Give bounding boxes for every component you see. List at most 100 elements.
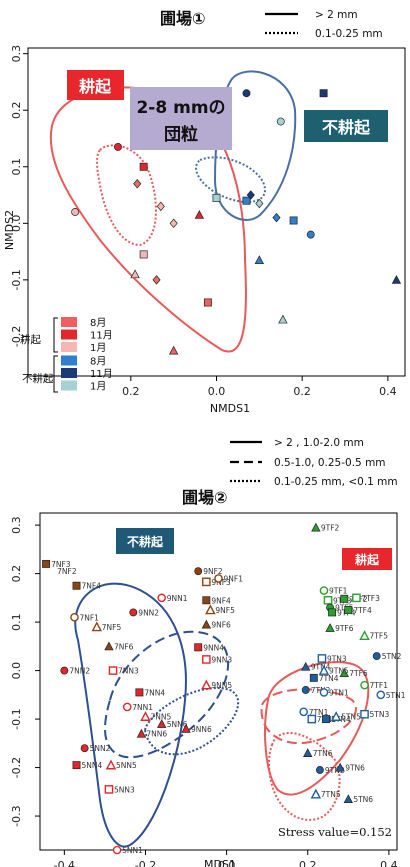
panel2-tillage-label-box [342,548,392,570]
panel2-tillage-dotted-hull [268,732,341,821]
panel1-x-ticks: 0.2 0.0 0.2 0.4 [122,376,397,398]
data-point [330,711,342,721]
data-point [343,794,354,804]
panel-1: 圃場① > 2 mm 0.1-0.25 mm 0.3 0.2 0.1 0.0 -0.1 -… [3,9,406,415]
data-point [139,250,148,259]
panel2-x-ticks: -0.4 -0.2 0.0 0.2 0.4 [54,850,398,867]
point-label: 9NF4 [211,596,231,605]
point-label: 9TN6 [345,764,365,773]
y-tick-label: 0.3 [10,516,23,534]
data-point [112,845,122,855]
panel2-legend-solid-label: > 2 , 1.0-2.0 mm [274,437,364,449]
data-point [194,643,203,652]
point-label: 7NN4 [144,688,165,697]
data-point [339,668,349,677]
legend-swatch [61,368,77,378]
point-label: 9TN5 [329,667,349,676]
data-point [212,193,221,202]
panel2-frame [39,512,398,851]
data-point [303,748,313,757]
panel1-x-axis-label: NMDS1 [210,402,250,415]
data-point [360,680,369,690]
panel1-aggregate-label-box [130,87,232,150]
panel1-notill-label: 不耕起 [322,118,371,137]
point-label: 9TF6 [335,624,354,633]
legend-swatch [61,380,77,391]
legend-swatch [61,342,77,352]
panel2-notill-hull [74,582,187,848]
x-tick-label: 0.0 [208,385,226,398]
data-point [372,652,381,660]
data-point [168,345,179,355]
data-point [319,688,329,697]
data-point [202,577,211,587]
legend-swatch [61,355,77,366]
panel2-notill-label-box [116,528,174,554]
panel-2: > 2 , 1.0-2.0 mm 0.5-1.0, 0.25-0.5 mm 0.… [10,437,406,867]
point-label: 7NF5 [102,623,122,632]
y-tick-label: 0.1 [10,158,23,176]
data-point [42,559,51,568]
data-point [203,298,212,307]
panel2-notill-dashed-hull [104,630,229,759]
point-label: 7NN5 [150,713,171,722]
data-point [205,604,216,615]
data-point [72,581,81,590]
x-tick-label: -0.4 [54,859,75,867]
y-tick-label: 0.2 [10,101,23,119]
panel2-legend-dashed-label: 0.5-1.0, 0.25-0.5 mm [274,457,386,469]
panel1-y-axis-label: NMDS2 [3,210,16,250]
panel1-tillage-label-box [67,70,124,100]
data-point [91,621,103,632]
data-point [136,728,147,738]
legend-swatch [61,329,77,340]
data-point [319,89,328,98]
data-point [214,574,223,583]
point-label: 7NF1 [79,613,99,622]
point-label: 9TF2 [321,524,340,533]
data-point [139,162,148,171]
data-point [140,711,151,721]
point-label: 9NN5 [211,681,232,690]
data-point [60,666,69,675]
y-tick-label: -0.3 [10,805,23,826]
data-point [130,269,140,279]
point-label: 5TN5 [341,713,361,722]
data-point [104,641,114,651]
data-point [108,666,118,675]
point-label: 9NF1 [224,574,244,583]
point-label: 5NN6 [167,720,188,729]
point-label: 7NN6 [146,730,167,739]
panel2-notill-dotted-hull [143,687,240,756]
point-label: 7TN1 [309,708,329,717]
panel2-title: 圃場② [182,488,228,507]
data-point [322,715,330,724]
panel1-notill-label-box [304,110,388,142]
data-point [344,606,353,614]
point-label: 9TF1 [329,587,348,596]
data-point [340,594,349,603]
point-label: 7NN2 [69,667,90,676]
legend-month-label: 11月 [90,330,113,342]
point-label: 5TN6 [353,795,373,804]
x-tick-label: 0.2 [122,385,140,398]
data-point [317,654,327,663]
panel1-aggregate-label: 2-8 mmの団粒 [136,98,225,145]
data-point [104,785,114,794]
point-label: 5TN4 [331,715,351,724]
point-label: 7TF1 [370,681,389,690]
point-label: 5TN1 [386,691,406,700]
data-point [202,655,211,664]
data-point [157,719,167,728]
point-label: 9NN1 [167,594,188,603]
data-point [307,714,317,724]
point-label: 7NN3 [118,667,139,676]
x-tick-label: 0.2 [293,385,311,398]
panel2-stress-annotation: Stress value=0.152 [278,825,392,839]
data-point [310,788,322,799]
data-point [156,201,165,212]
data-point [306,230,315,239]
point-label: 9NN6 [191,725,212,734]
data-point [71,208,80,216]
